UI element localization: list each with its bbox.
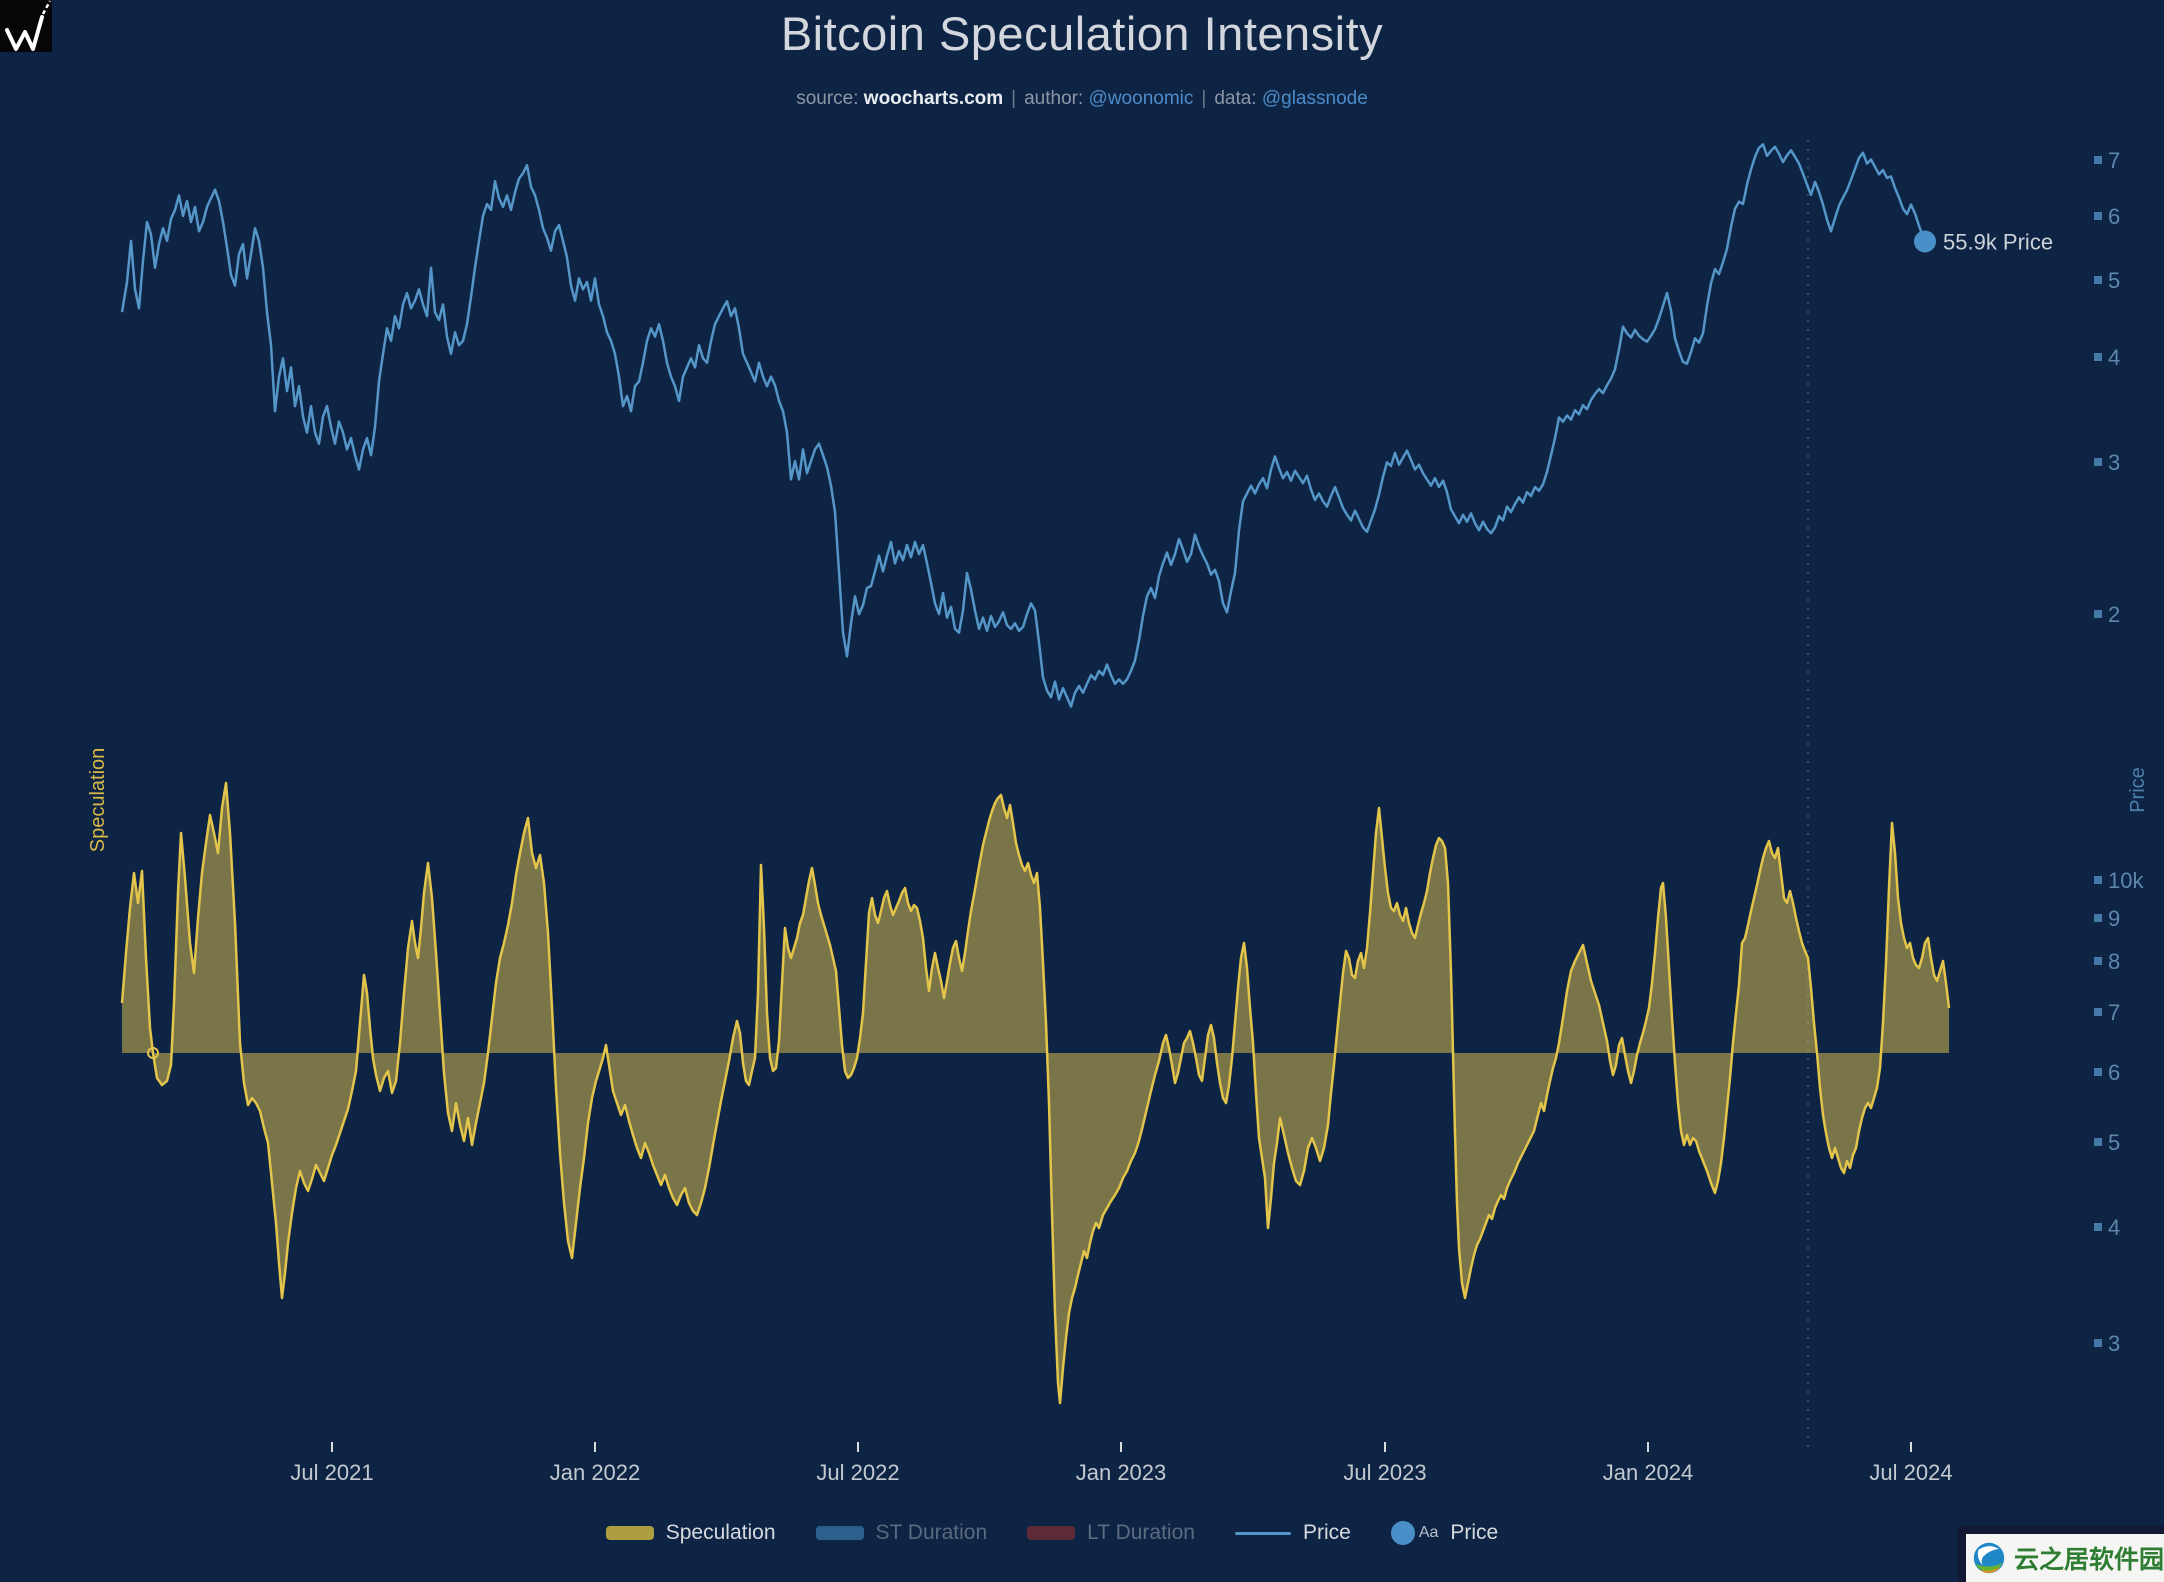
price-axis-label: 6: [2108, 204, 2120, 229]
speculation-line[interactable]: [120, 781, 1951, 1405]
legend-item-label: LT Duration: [1087, 1521, 1195, 1544]
price-axis-label: 9: [2108, 906, 2120, 931]
price-axis-bullet: [2094, 458, 2102, 466]
chart-legend: Speculation ST Duration LT Duration Price Aa…: [0, 1510, 2104, 1556]
legend-item-speculation[interactable]: Speculation: [605, 1521, 776, 1545]
x-axis-label: Jan 2022: [550, 1460, 641, 1485]
subtitle-link[interactable]: @woonomic: [1088, 88, 1194, 109]
price-axis-label: 4: [2108, 345, 2120, 370]
subtitle-text: source:: [796, 88, 864, 109]
x-axis-label: Jul 2021: [290, 1460, 373, 1485]
price-axis-label: 5: [2108, 268, 2120, 293]
price-axis-label: 5: [2108, 1130, 2120, 1155]
price-axis-bullet: [2094, 156, 2102, 164]
watermark-box: 云之居软件园: [1966, 1534, 2164, 1582]
watermark-text: 云之居软件园: [2013, 1546, 2164, 1574]
price-axis-bullet: [2094, 1339, 2102, 1347]
last-price-label: 55.9k Price: [1943, 230, 2053, 255]
price-axis-bullet: [2094, 914, 2102, 922]
x-axis-label: Jan 2023: [1076, 1460, 1167, 1485]
x-axis-label: Jul 2024: [1869, 1460, 1952, 1485]
legend-item-price[interactable]: Price: [1234, 1521, 1351, 1545]
legend-item-label: ST Duration: [875, 1521, 988, 1544]
last-price-dot[interactable]: [1914, 230, 1936, 253]
price-axis-label: 3: [2108, 1331, 2120, 1356]
w-logo-icon: [5, 0, 52, 51]
speculation-area[interactable]: [122, 783, 1949, 1403]
price-axis-label: 10k: [2108, 868, 2144, 893]
subtitle-text: author:: [1024, 88, 1089, 109]
legend-swatch-icon: [605, 1526, 654, 1540]
legend-swatch-icon: [815, 1526, 864, 1540]
price-axis-bullet: [2094, 610, 2102, 618]
price-axis-bullet: [2094, 212, 2102, 220]
page-title: Bitcoin Speculation Intensity: [780, 7, 1384, 60]
chart-subtitle: source: woocharts.com | author: @woonomic |…: [0, 88, 2164, 110]
legend-swatch-icon: [1027, 1526, 1076, 1540]
price-axis-label: 4: [2108, 1215, 2120, 1240]
woocharts-logo[interactable]: [0, 0, 52, 52]
legend-circle-icon: [1390, 1521, 1415, 1545]
price-axis-bullet: [2094, 1223, 2102, 1231]
price-axis-label: 7: [2108, 1000, 2120, 1025]
legend-item-price[interactable]: Aa Price: [1390, 1521, 1499, 1545]
x-axis-label: Jan 2024: [1603, 1460, 1694, 1485]
legend-item-st-duration[interactable]: ST Duration: [815, 1521, 988, 1545]
price-axis-bullet: [2094, 1068, 2102, 1076]
price-axis-label: 7: [2108, 148, 2120, 173]
subtitle-text: |: [1201, 88, 1207, 109]
price-axis-bullet: [2094, 876, 2102, 884]
subtitle-text: |: [1011, 88, 1017, 109]
legend-item-lt-duration[interactable]: LT Duration: [1027, 1521, 1195, 1545]
legend-item-label: Price: [1302, 1521, 1351, 1544]
speculation-axis-title: Speculation: [87, 747, 109, 853]
x-axis-label: Jul 2023: [1343, 1460, 1426, 1485]
price-line[interactable]: [120, 143, 1927, 708]
speculation-zero-marker: [147, 1047, 159, 1059]
price-axis-label: 3: [2108, 450, 2120, 475]
price-axis-label: 6: [2108, 1060, 2120, 1085]
subtitle-link[interactable]: @glassnode: [1261, 88, 1368, 109]
price-axis-bullet: [2094, 1138, 2102, 1146]
subtitle-text: data:: [1214, 88, 1262, 109]
legend-aa-label: Aa: [1418, 1524, 1439, 1541]
watermark: 云之居软件园: [1958, 1526, 2164, 1582]
watermark-globe-icon: [1973, 1542, 2005, 1574]
legend-item-label: Speculation: [665, 1521, 776, 1544]
legend-item-label: Price: [1450, 1521, 1499, 1544]
price-axis-label: 8: [2108, 949, 2120, 974]
price-axis-bullet: [2094, 353, 2102, 361]
subtitle-text: woocharts.com: [863, 88, 1004, 109]
price-axis-bullet: [2094, 1008, 2102, 1016]
price-axis-title: Price: [2127, 767, 2149, 813]
x-axis-label: Jul 2022: [816, 1460, 899, 1485]
price-axis-bullet: [2094, 276, 2102, 284]
price-axis-label: 2: [2108, 602, 2120, 627]
price-axis-bullet: [2094, 957, 2102, 965]
legend-line-icon: [1234, 1531, 1291, 1535]
